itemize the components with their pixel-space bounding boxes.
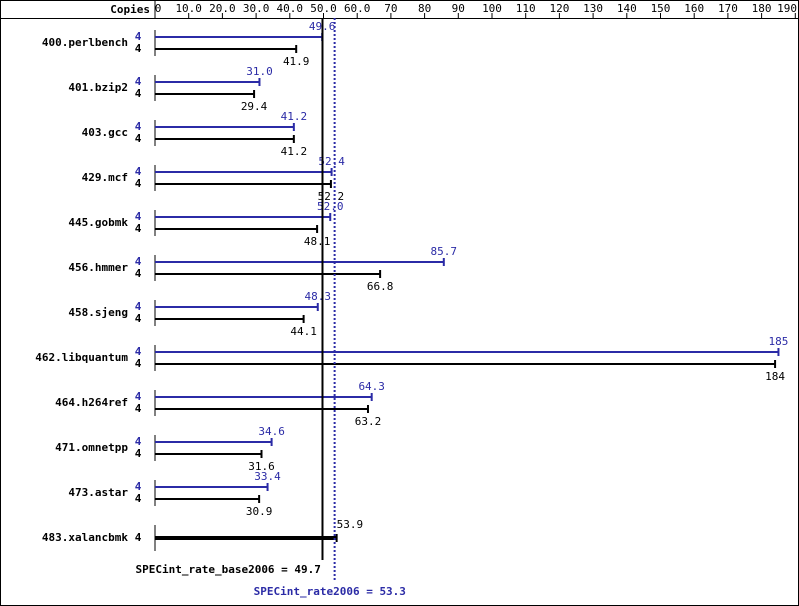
category-label: 429.mcf — [82, 171, 128, 184]
x-tick-label: 140 — [617, 2, 637, 15]
category-label: 464.h264ref — [55, 396, 128, 409]
summary-label: SPECint_rate_base2006 = 49.7 — [135, 563, 320, 576]
value-label: 30.9 — [246, 505, 273, 518]
copies-label: 4 — [135, 42, 142, 55]
copies-label: 4 — [135, 492, 142, 505]
copies-label: 4 — [135, 447, 142, 460]
value-label: 41.2 — [281, 110, 308, 123]
copies-label: 4 — [135, 177, 142, 190]
x-tick-label: 30.0 — [243, 2, 270, 15]
copies-label: 4 — [135, 267, 142, 280]
value-label: 31.0 — [246, 65, 273, 78]
copies-label: 4 — [135, 402, 142, 415]
category-label: 400.perlbench — [42, 36, 128, 49]
category-label: 456.hmmer — [68, 261, 128, 274]
x-tick-label: 170 — [718, 2, 738, 15]
x-tick-label: 190 — [777, 2, 797, 15]
value-label: 41.9 — [283, 55, 310, 68]
x-tick-label: 150 — [651, 2, 671, 15]
value-label: 41.2 — [281, 145, 308, 158]
x-tick-label: 100 — [482, 2, 502, 15]
copies-label: 4 — [135, 480, 142, 493]
category-label: 471.omnetpp — [55, 441, 128, 454]
value-label: 31.6 — [248, 460, 275, 473]
x-tick-label: 120 — [549, 2, 569, 15]
value-label: 63.2 — [355, 415, 382, 428]
x-tick-label: 180 — [752, 2, 772, 15]
value-label: 44.1 — [290, 325, 317, 338]
category-label: 403.gcc — [82, 126, 128, 139]
x-tick-label: 130 — [583, 2, 603, 15]
value-label: 52.2 — [318, 190, 345, 203]
copies-label: 4 — [135, 345, 142, 358]
value-label: 33.4 — [254, 470, 281, 483]
copies-label: 4 — [135, 255, 142, 268]
summary-label: SPECint_rate2006 = 53.3 — [254, 585, 406, 598]
value-label: 52.4 — [318, 155, 345, 168]
value-label: 53.9 — [337, 518, 364, 531]
value-label: 85.7 — [431, 245, 458, 258]
x-tick-label: 10.0 — [175, 2, 202, 15]
category-label: 473.astar — [68, 486, 128, 499]
copies-label: 4 — [135, 222, 142, 235]
category-label: 401.bzip2 — [68, 81, 128, 94]
x-tick-label: 60.0 — [344, 2, 371, 15]
value-label: 66.8 — [367, 280, 394, 293]
x-tick-label: 110 — [516, 2, 536, 15]
category-label: 445.gobmk — [68, 216, 128, 229]
copies-label: 4 — [135, 300, 142, 313]
value-label: 48.3 — [305, 290, 332, 303]
copies-label: 4 — [135, 531, 142, 544]
x-tick-label: 70 — [384, 2, 397, 15]
value-label: 185 — [769, 335, 789, 348]
category-label: 458.sjeng — [68, 306, 128, 319]
copies-label: 4 — [135, 390, 142, 403]
copies-label: 4 — [135, 312, 142, 325]
x-tick-label: 50.0 — [310, 2, 337, 15]
x-tick-label: 20.0 — [209, 2, 236, 15]
copies-label: 4 — [135, 165, 142, 178]
copies-label: 4 — [135, 120, 142, 133]
copies-label: 4 — [135, 30, 142, 43]
x-tick-label: 40.0 — [277, 2, 304, 15]
x-tick-label: 160 — [684, 2, 704, 15]
value-label: 64.3 — [358, 380, 385, 393]
value-label: 48.1 — [304, 235, 331, 248]
x-tick-label: 0 — [155, 2, 162, 15]
copies-label: 4 — [135, 210, 142, 223]
copies-label: 4 — [135, 357, 142, 370]
copies-label: 4 — [135, 435, 142, 448]
x-tick-label: 80 — [418, 2, 431, 15]
value-label: 34.6 — [258, 425, 285, 438]
axis-label: Copies — [110, 3, 150, 16]
copies-label: 4 — [135, 87, 142, 100]
value-label: 52.0 — [317, 200, 344, 213]
category-label: 462.libquantum — [35, 351, 128, 364]
copies-label: 4 — [135, 132, 142, 145]
copies-label: 4 — [135, 75, 142, 88]
x-tick-label: 90 — [452, 2, 465, 15]
category-label: 483.xalancbmk — [42, 531, 128, 544]
value-label: 29.4 — [241, 100, 268, 113]
value-label: 184 — [765, 370, 785, 383]
